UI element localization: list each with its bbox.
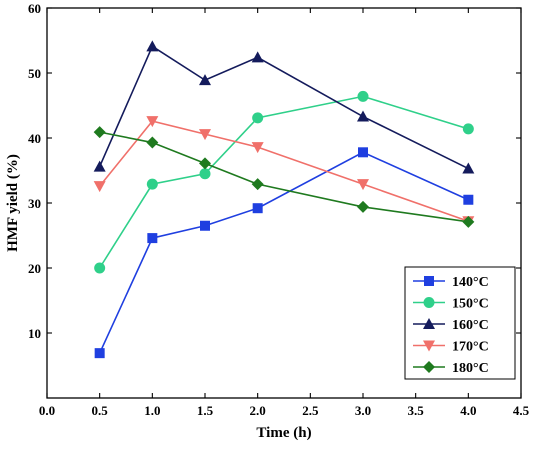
data-point bbox=[462, 215, 475, 228]
data-point bbox=[146, 116, 159, 128]
data-point bbox=[146, 136, 159, 149]
legend-label: 160°C bbox=[452, 318, 489, 333]
data-point bbox=[463, 194, 474, 205]
legend-box bbox=[404, 266, 516, 380]
data-point bbox=[94, 348, 105, 359]
data-point bbox=[199, 168, 211, 180]
x-tick-label: 0.5 bbox=[92, 403, 109, 418]
legend-marker bbox=[423, 318, 435, 329]
y-tick-label: 10 bbox=[28, 326, 41, 341]
x-tick-label: 2.5 bbox=[302, 403, 319, 418]
series-line bbox=[98, 95, 469, 269]
data-point bbox=[462, 162, 475, 174]
data-point bbox=[147, 233, 158, 244]
data-point bbox=[357, 90, 369, 102]
data-point bbox=[199, 129, 211, 141]
data-point bbox=[252, 112, 264, 124]
x-tick-label: 4.0 bbox=[460, 403, 476, 418]
data-point bbox=[357, 200, 369, 213]
series-line bbox=[99, 131, 469, 223]
legend-marker bbox=[424, 276, 434, 286]
legend-label: 150°C bbox=[452, 297, 489, 312]
y-tick-label: 40 bbox=[28, 131, 41, 146]
data-point bbox=[251, 142, 264, 154]
data-point bbox=[200, 220, 210, 231]
x-tick-label: 0.0 bbox=[39, 403, 55, 418]
series-line bbox=[98, 151, 469, 354]
x-axis-title: Time (h) bbox=[256, 425, 311, 441]
x-tick-label: 4.5 bbox=[513, 403, 530, 418]
data-point bbox=[357, 110, 369, 122]
legend-label: 180°C bbox=[452, 361, 489, 376]
legend: 140°C 150°C 160°C 170°C 180°C bbox=[404, 266, 516, 380]
legend-marker bbox=[423, 297, 435, 308]
series-180C-group bbox=[93, 126, 475, 228]
data-point bbox=[93, 181, 106, 193]
x-tick-label: 1.0 bbox=[144, 403, 160, 418]
legend-label: 170°C bbox=[452, 340, 489, 355]
y-tick-label: 30 bbox=[28, 196, 41, 211]
series-line bbox=[98, 45, 469, 170]
data-point bbox=[199, 157, 211, 170]
y-tick-label: 60 bbox=[28, 1, 41, 16]
data-point bbox=[93, 160, 106, 172]
y-tick-label: 20 bbox=[28, 261, 41, 276]
data-point bbox=[146, 178, 158, 190]
series-140C-group bbox=[94, 147, 474, 359]
legend-marker bbox=[423, 361, 435, 373]
data-point bbox=[462, 123, 474, 135]
data-point bbox=[252, 203, 263, 214]
data-point bbox=[251, 51, 264, 63]
data-point bbox=[93, 126, 106, 139]
x-tick-label: 1.5 bbox=[197, 403, 214, 418]
series-line bbox=[99, 120, 469, 222]
data-point bbox=[358, 147, 368, 158]
legend-marker bbox=[423, 340, 435, 352]
data-point bbox=[251, 178, 264, 191]
x-tick-label: 2.0 bbox=[250, 403, 266, 418]
legend-label: 140°C bbox=[452, 275, 489, 290]
series-170C-group bbox=[93, 116, 475, 228]
y-axis-title: HMF yield (%) bbox=[5, 154, 21, 252]
y-tick-label: 50 bbox=[28, 66, 41, 81]
x-tick-label: 3.5 bbox=[408, 403, 425, 418]
data-point bbox=[146, 40, 159, 52]
series-150C-group bbox=[94, 90, 474, 274]
data-point bbox=[199, 74, 211, 86]
x-tick-label: 3.0 bbox=[355, 403, 371, 418]
data-point bbox=[357, 179, 369, 191]
data-point bbox=[94, 262, 106, 274]
series-160C-group bbox=[93, 40, 475, 174]
